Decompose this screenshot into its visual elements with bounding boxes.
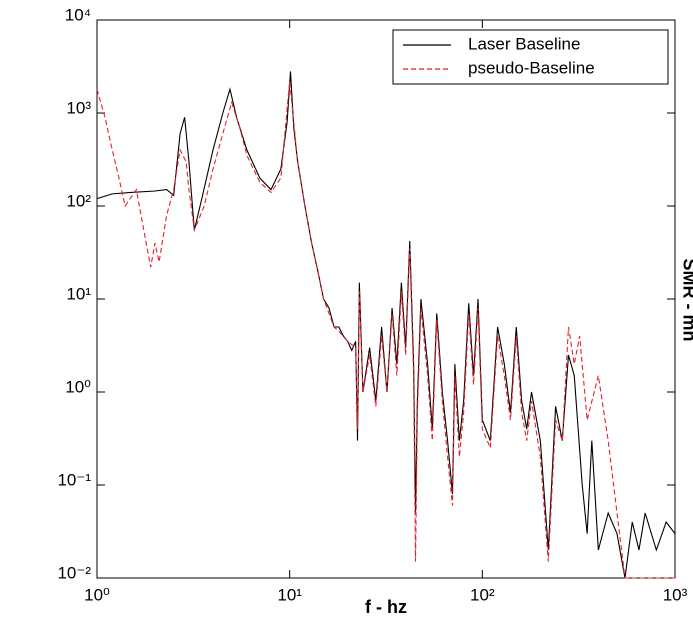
legend-box [392,29,669,85]
x-tick-label: 10³ [663,585,688,604]
y-tick-label: 10⁻² [57,563,91,582]
y2-axis-label: SMR - mn [679,259,693,342]
x-axis-label: f - hz [365,597,407,617]
legend-label: pseudo-Baseline [468,58,595,77]
y-tick-label: 10¹ [66,284,91,303]
plot-frame [96,19,676,579]
series-line [96,71,676,579]
legend-label: Laser Baseline [468,34,580,53]
x-tick-label: 10¹ [277,585,302,604]
y-tick-label: 10⁴ [65,5,91,24]
y-tick-label: 10⁻¹ [57,470,91,489]
x-tick-label: 10⁰ [84,585,110,604]
y-tick-label: 10² [66,191,91,210]
x-tick-label: 10² [470,585,495,604]
series-line [96,81,675,579]
y-tick-label: 10⁰ [65,377,91,396]
y-tick-label: 10³ [66,98,91,117]
